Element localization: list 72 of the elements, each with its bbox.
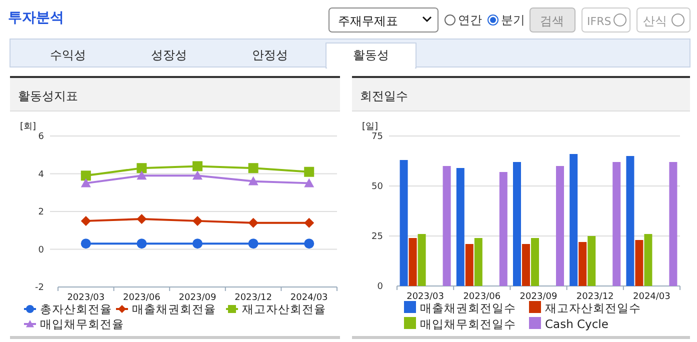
bar: [570, 154, 578, 286]
x-tick-label: 2024/03: [290, 293, 328, 303]
header: 투자분석 주재무제표 연간 분기 검색 IFRS 산식 수익성 성장성 안정성 활동성: [8, 8, 690, 69]
bar: [531, 238, 539, 286]
legend-label: 재고자산회전일수: [545, 301, 641, 315]
y-axis-title: [일]: [362, 122, 378, 132]
chart-title: 회전일수: [360, 89, 408, 103]
x-tick-label: 2023/03: [406, 292, 444, 302]
point: [248, 163, 258, 174]
point: [192, 161, 202, 172]
point: [80, 238, 91, 249]
legend-label: Cash Cycle: [545, 317, 608, 331]
legend-label: 매입채무회전율: [40, 317, 124, 331]
point: [248, 218, 258, 228]
y-tick-label: -2: [35, 283, 44, 293]
x-tick-label: 2023/09: [178, 293, 216, 303]
point: [248, 238, 258, 249]
y-tick-label: 2: [38, 208, 44, 218]
legend-label: 매출채권회전일수: [420, 301, 516, 315]
bar: [644, 234, 652, 286]
bar: [578, 242, 587, 286]
x-tick-label: 2023/12: [234, 293, 272, 303]
chart-title: 활동성지표: [18, 89, 78, 103]
y-tick-label: 50: [372, 182, 384, 192]
point: [192, 170, 202, 180]
bar: [612, 162, 621, 286]
x-tick-label: 2023/09: [520, 292, 558, 302]
legend-label: 재고자산회전율: [242, 302, 326, 316]
point: [304, 218, 314, 228]
y-tick-label: 0: [38, 245, 44, 256]
y-axis-title: [회]: [20, 122, 36, 132]
bar: [635, 240, 644, 286]
bar: [669, 162, 678, 286]
x-tick-label: 2023/06: [123, 293, 161, 303]
point: [192, 216, 202, 226]
bar: [465, 244, 474, 286]
point: [192, 238, 202, 249]
point: [136, 170, 147, 180]
legend-label: 매입채무회전일수: [420, 317, 516, 331]
point: [304, 238, 314, 249]
x-tick-label: 2023/12: [576, 292, 614, 302]
bar: [400, 160, 408, 286]
legend-label: 총자산회전율: [40, 302, 112, 316]
bar: [626, 156, 634, 286]
point: [136, 238, 147, 249]
y-tick-label: 25: [372, 232, 383, 242]
bar: [456, 168, 464, 286]
x-tick-label: 2023/03: [67, 293, 105, 303]
y-tick-label: 75: [372, 132, 383, 142]
bar: [442, 166, 451, 286]
bar: [556, 166, 564, 286]
point: [248, 176, 258, 186]
y-tick-label: 4: [38, 170, 44, 180]
point: [304, 178, 314, 188]
x-tick-label: 2023/06: [463, 292, 501, 302]
point: [304, 166, 314, 177]
x-tick-label: 2024/03: [633, 292, 670, 302]
bar: [522, 244, 530, 286]
point: [80, 170, 91, 181]
y-tick-label: 6: [38, 132, 44, 142]
point: [80, 216, 91, 226]
bar: [513, 162, 521, 286]
y-tick-label: 0: [377, 282, 384, 292]
bar: [588, 236, 596, 286]
bar: [474, 238, 482, 286]
bar: [418, 234, 426, 286]
point: [136, 163, 147, 174]
bar: [408, 238, 417, 286]
point: [80, 178, 91, 188]
point: [136, 214, 147, 224]
legend-label: 매출채권회전율: [132, 302, 216, 316]
bar: [499, 172, 508, 286]
